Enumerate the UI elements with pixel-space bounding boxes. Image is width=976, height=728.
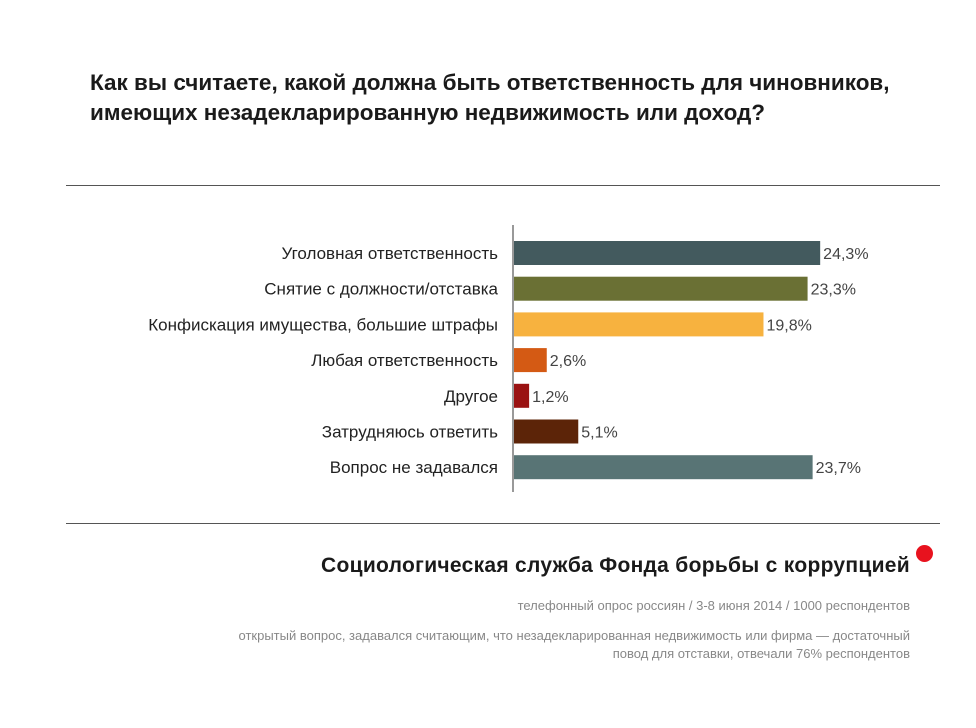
bar — [514, 419, 579, 444]
bar — [514, 455, 813, 480]
top-divider — [66, 185, 940, 186]
question-note: открытый вопрос, задавался считающим, чт… — [90, 627, 910, 663]
value-label: 19,8% — [766, 317, 811, 334]
category-label: Снятие с должности/отставка — [264, 280, 498, 299]
organization-name: Социологическая служба Фонда борьбы с ко… — [321, 554, 910, 577]
category-label: Затрудняюсь ответить — [322, 423, 498, 442]
bar — [514, 312, 764, 337]
bar — [514, 383, 530, 408]
bottom-divider — [66, 523, 940, 524]
value-label: 23,3% — [811, 282, 856, 299]
value-label: 5,1% — [581, 425, 617, 442]
value-label: 24,3% — [823, 246, 868, 263]
value-label: 2,6% — [550, 353, 586, 370]
category-label: Уголовная ответственность — [282, 244, 499, 263]
question-note-line-1: открытый вопрос, задавался считающим, чт… — [238, 628, 910, 643]
category-label: Конфискация имущества, большие штрафы — [148, 315, 498, 334]
bar — [514, 241, 821, 265]
bar — [514, 276, 808, 301]
survey-info: телефонный опрос россиян / 3-8 июня 2014… — [517, 598, 910, 613]
question-note-line-2: повод для отставки, отвечали 76% респонд… — [612, 646, 910, 661]
category-label: Вопрос не задавался — [330, 458, 498, 477]
brand-dot-icon — [916, 545, 933, 562]
bar — [514, 348, 547, 373]
value-label: 23,7% — [816, 460, 861, 477]
category-label: Любая ответственность — [311, 351, 498, 370]
value-label: 1,2% — [532, 389, 568, 406]
category-label: Другое — [444, 387, 498, 406]
chart-title: Как вы считаете, какой должна быть ответ… — [90, 70, 890, 125]
